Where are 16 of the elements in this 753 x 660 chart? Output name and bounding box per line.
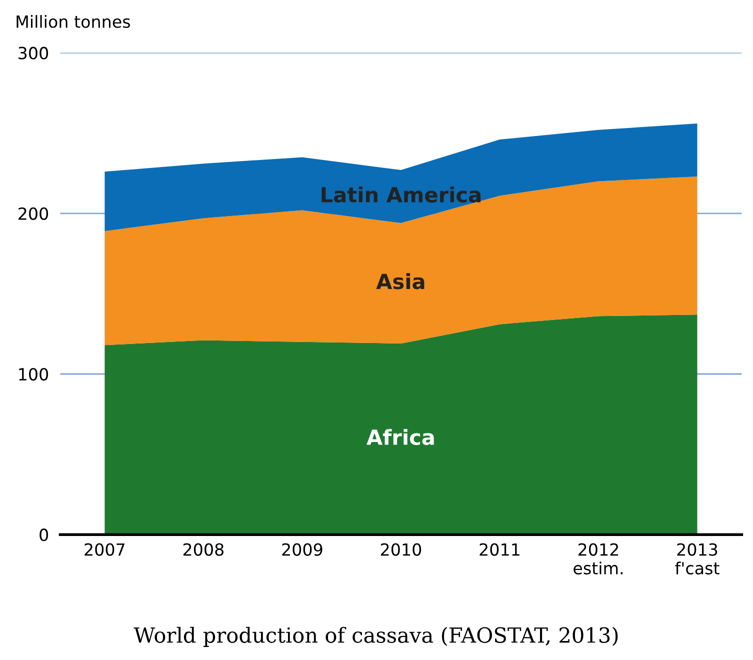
y-tick-label: 200 (18, 207, 48, 220)
x-tick-label: 2009 (282, 543, 322, 556)
series-label: Asia (376, 273, 424, 290)
y-axis-title: Million tonnes (16, 15, 130, 28)
x-tick-label: 2013 f'cast (675, 543, 720, 574)
series-label: Africa (366, 428, 434, 446)
x-tick-label: 2008 (183, 543, 224, 556)
y-tick-label: 100 (19, 368, 48, 381)
y-tick-label: 300 (18, 46, 48, 60)
series-label: Latin America (322, 186, 480, 203)
x-tick-label: 2011 (480, 543, 520, 556)
x-tick-label: 2007 (84, 543, 124, 556)
x-tick-label: 2010 (380, 543, 422, 556)
x-tick-label: 2012 estim. (574, 543, 623, 574)
text: World production of cassava (FAOSTAT, 2013) (134, 626, 618, 647)
y-tick-label: 0 (40, 528, 48, 542)
